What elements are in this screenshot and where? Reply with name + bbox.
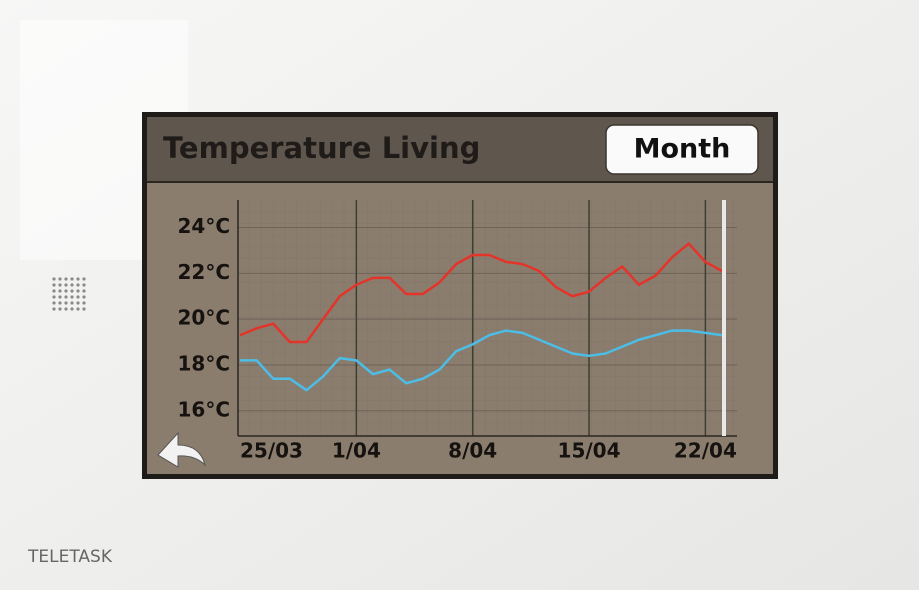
speaker-hole <box>82 283 86 287</box>
speaker-hole <box>82 289 86 293</box>
x-tick-label: 1/04 <box>332 439 381 463</box>
speaker-hole <box>64 277 68 281</box>
speaker-hole <box>58 301 62 305</box>
speaker-hole <box>52 295 56 299</box>
brand: TELETASK <box>27 547 113 567</box>
month-button[interactable] <box>605 124 759 175</box>
speaker-hole <box>82 307 86 311</box>
speaker-hole <box>58 295 62 299</box>
speaker-hole <box>82 301 86 305</box>
series-line <box>239 242 723 344</box>
back-button[interactable] <box>157 431 206 468</box>
speaker-hole <box>52 283 56 287</box>
speaker <box>52 277 86 311</box>
speaker-hole <box>70 295 74 299</box>
y-tick-label: 20°C <box>177 306 230 330</box>
speaker-hole <box>52 301 56 305</box>
speaker-hole <box>58 277 62 281</box>
y-tick-label: 16°C <box>177 397 230 421</box>
speaker-hole <box>52 307 56 311</box>
y-tick-label: 22°C <box>177 260 230 284</box>
x-tick-label: 8/04 <box>448 439 497 463</box>
speaker-hole <box>82 295 86 299</box>
speaker-hole <box>76 277 80 281</box>
speaker-hole <box>64 307 68 311</box>
month-button-label[interactable]: Month <box>634 134 731 165</box>
x-tick-label: 25/03 <box>240 439 303 463</box>
speaker-hole <box>76 295 80 299</box>
speaker-hole <box>64 289 68 293</box>
speaker-hole <box>58 307 62 311</box>
speaker-hole <box>70 301 74 305</box>
speaker-hole <box>76 301 80 305</box>
speaker-hole <box>76 307 80 311</box>
speaker-hole <box>58 283 62 287</box>
speaker-hole <box>58 289 62 293</box>
speaker-hole <box>70 289 74 293</box>
y-tick-label: 18°C <box>177 351 230 375</box>
x-tick-label: 22/04 <box>674 439 737 463</box>
plot: 16°C 18°C 20°C 22°C 24°C 25/03 1/04 8/04 15/04 22… <box>177 200 737 463</box>
speaker-hole <box>76 289 80 293</box>
speaker-hole <box>70 283 74 287</box>
speaker-hole <box>52 277 56 281</box>
speaker-hole <box>64 301 68 305</box>
series-line <box>240 329 723 392</box>
speaker-hole <box>64 283 68 287</box>
screen-title: Temperature Living <box>163 131 480 165</box>
speaker-hole <box>70 307 74 311</box>
speaker-hole <box>76 283 80 287</box>
speaker-hole <box>82 277 86 281</box>
y-tick-label: 24°C <box>177 214 230 238</box>
minor-grid <box>238 200 737 436</box>
speaker-hole <box>70 277 74 281</box>
x-tick-label: 15/04 <box>558 439 621 463</box>
speaker-hole <box>52 289 56 293</box>
speaker-hole <box>64 295 68 299</box>
